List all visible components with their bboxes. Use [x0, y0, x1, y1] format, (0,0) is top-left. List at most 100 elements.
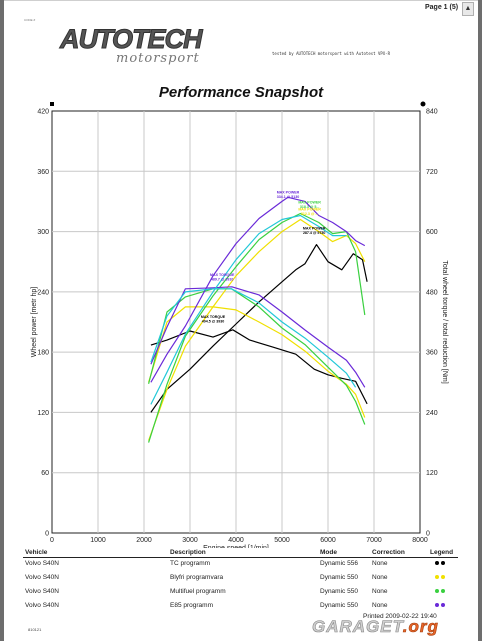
x-tick-label: 3000 [182, 537, 198, 544]
y-right-tick-label: 120 [426, 470, 438, 477]
header-description: Description [170, 549, 206, 556]
autotech-logo: AUTOTECH motorsport [60, 24, 204, 76]
tagline: tested by AUTOTECH motorsport with Autot… [272, 51, 391, 56]
header-mode: Mode [320, 549, 337, 556]
y-left-tick-label: 420 [37, 109, 49, 116]
legend-dot-icon [441, 575, 445, 580]
series-torque-line [148, 306, 366, 418]
x-tick-label: 8000 [412, 537, 428, 544]
cell-mode: Dynamic 550 [320, 602, 358, 609]
axis-end-marker-icon [50, 102, 54, 106]
logo-main-text: AUTOTECH [60, 24, 204, 55]
x-tick-label: 4000 [228, 537, 244, 544]
x-tick-label: 7000 [366, 537, 382, 544]
cell-description: Blyfri programvara [170, 574, 224, 581]
table-header-row: Vehicle Description Mode Correction Lege… [23, 549, 458, 559]
header-vehicle: Vehicle [25, 549, 48, 556]
cell-correction: None [372, 560, 388, 567]
cell-description: TC programm [170, 560, 211, 567]
legend-dot-icon [435, 603, 439, 608]
cell-correction: None [372, 574, 388, 581]
annotation-value: 404.5 @ 3930 [202, 319, 225, 323]
series-power-line [150, 196, 366, 383]
x-tick-label: 2000 [136, 537, 152, 544]
x-tick-label: 5000 [274, 537, 290, 544]
x-axis-label: Engine speed [1/min] [203, 545, 269, 548]
cell-mode: Dynamic 550 [320, 574, 358, 581]
table-row: Volvo S40N Multifuel programm Dynamic 550 N… [23, 588, 458, 598]
annotation-value: 287.4 @ 5730 [303, 231, 326, 235]
performance-chart: 0 1000 2000 3000 4000 5000 6000 7000 80000601201… [31, 101, 448, 548]
y-left-tick-label: 360 [37, 169, 49, 176]
header-correction: Correction [372, 549, 405, 556]
code-label: CODE # [24, 18, 36, 22]
y-left-tick-label: 180 [37, 350, 49, 357]
table-divider [23, 557, 458, 558]
series-torque-line [150, 288, 357, 388]
garaget-watermark-logo: GARAGET.org [312, 617, 439, 637]
printed-timestamp: Printed 2009-02-22 19:40 [363, 613, 437, 620]
legend-dot-icon [441, 589, 445, 594]
cell-mode: Dynamic 550 [320, 588, 358, 595]
cell-correction: None [372, 602, 388, 609]
legend-dot-icon [435, 589, 439, 594]
cell-mode: Dynamic 556 [320, 560, 358, 567]
table-row: Volvo S40N Blyfri programvara Dynamic 550 N… [23, 574, 458, 584]
series-torque-line [148, 288, 366, 425]
watermark-ext: .org [402, 617, 439, 637]
annotation-title: MAX TORQUE [210, 273, 235, 277]
legend-dot-icon [441, 561, 445, 566]
annotation-value: 489.7 @ 3910 [211, 277, 234, 281]
table-row: Volvo S40N TC programm Dynamic 556 None [23, 560, 458, 570]
legend-swatch [435, 588, 447, 595]
series-power-line [150, 244, 368, 413]
logo-sub-text: motorsport [116, 51, 200, 66]
legend-swatch [435, 560, 447, 567]
x-tick-label: 6000 [320, 537, 336, 544]
annotation-value: 318.3 @ 5... [300, 205, 320, 209]
y-left-tick-label: 240 [37, 289, 49, 296]
cell-description: E85 programm [170, 602, 213, 609]
y-right-tick-label: 840 [426, 109, 438, 116]
y-right-tick-label: 480 [426, 289, 438, 296]
legend-swatch [435, 574, 447, 581]
y-right-tick-label: 0 [426, 531, 430, 538]
annotation-title: MAX POWER [303, 227, 326, 231]
y-right-tick-label: 240 [426, 410, 438, 417]
legend-dot-icon [435, 561, 439, 566]
y-left-tick-label: 120 [37, 410, 49, 417]
annotation-title: MAX POWER [277, 190, 300, 194]
legend-dot-icon [435, 575, 439, 580]
y-right-tick-label: 600 [426, 229, 438, 236]
annotation-title: MAX TORQUE [201, 315, 226, 319]
annotation-title: MAX POWER [298, 207, 321, 211]
y-right-axis-label: Total wheel torque / total reduction [Nm… [441, 260, 448, 383]
header-legend: Legend [430, 549, 454, 556]
annotation-title: MAX POWER [298, 200, 321, 204]
series-power-line [150, 214, 347, 405]
cell-vehicle: Volvo S40N [25, 574, 59, 581]
cell-vehicle: Volvo S40N [25, 560, 59, 567]
x-tick-label: 1000 [90, 537, 106, 544]
y-left-tick-label: 300 [37, 229, 49, 236]
y-left-tick-label: 60 [41, 470, 49, 477]
table-row: Volvo S40N E85 programm Dynamic 550 None [23, 602, 458, 612]
cell-vehicle: Volvo S40N [25, 588, 59, 595]
y-right-tick-label: 720 [426, 169, 438, 176]
cell-description: Multifuel programm [170, 588, 226, 595]
y-left-tick-label: 0 [45, 531, 49, 538]
y-left-axis-label: Wheel power [metr hp] [31, 287, 38, 357]
cell-correction: None [372, 588, 388, 595]
page-number: Page 1 (5) [425, 4, 459, 11]
cell-vehicle: Volvo S40N [25, 602, 59, 609]
y-right-tick-label: 360 [426, 350, 438, 357]
page-title: Performance Snapshot [158, 84, 324, 101]
footer-code: 810121 [28, 627, 42, 632]
annotation-value: 312.3 @ ... [301, 212, 319, 216]
watermark-main: GARAGET [312, 617, 403, 637]
annotation-value: 334.1 @ 5130 [277, 195, 300, 199]
series-torque-line [150, 329, 368, 405]
scroll-up-arrow-icon[interactable]: ▲ [462, 2, 474, 16]
axis-end-marker-icon [420, 101, 426, 107]
legend-swatch [435, 602, 447, 609]
